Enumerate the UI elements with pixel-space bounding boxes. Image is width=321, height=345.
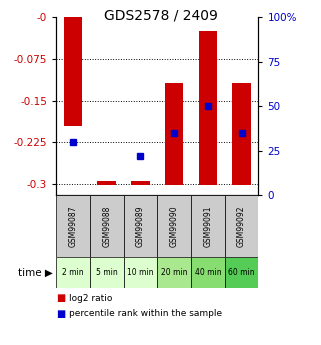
Text: percentile rank within the sample: percentile rank within the sample	[69, 309, 222, 318]
Bar	[64, 17, 82, 126]
Text: GSM99089: GSM99089	[136, 205, 145, 247]
Bar	[191, 195, 225, 257]
Text: GSM99088: GSM99088	[102, 205, 111, 247]
Text: 5 min: 5 min	[96, 268, 117, 277]
Bar	[191, 257, 225, 288]
Text: 40 min: 40 min	[195, 268, 221, 277]
Bar	[90, 195, 124, 257]
Bar	[225, 195, 258, 257]
Bar	[124, 257, 157, 288]
Bar	[165, 83, 183, 185]
Bar	[225, 257, 258, 288]
Text: log2 ratio: log2 ratio	[69, 294, 112, 303]
Bar	[157, 195, 191, 257]
Text: GSM99090: GSM99090	[169, 205, 179, 247]
Text: ■: ■	[56, 294, 65, 303]
Text: 20 min: 20 min	[161, 268, 187, 277]
Text: 60 min: 60 min	[228, 268, 255, 277]
Text: time ▶: time ▶	[18, 268, 53, 277]
Bar	[124, 195, 157, 257]
Bar	[56, 257, 90, 288]
Text: GSM99091: GSM99091	[203, 205, 213, 247]
Text: GSM99087: GSM99087	[68, 205, 78, 247]
Bar	[157, 257, 191, 288]
Bar	[98, 181, 116, 185]
Text: ■: ■	[56, 309, 65, 319]
Text: 10 min: 10 min	[127, 268, 154, 277]
Text: 2 min: 2 min	[62, 268, 84, 277]
Bar	[90, 257, 124, 288]
Bar	[131, 181, 150, 185]
Bar	[56, 195, 90, 257]
Text: GDS2578 / 2409: GDS2578 / 2409	[104, 9, 217, 23]
Bar	[199, 31, 217, 185]
Bar	[232, 83, 251, 185]
Text: GSM99092: GSM99092	[237, 205, 246, 247]
